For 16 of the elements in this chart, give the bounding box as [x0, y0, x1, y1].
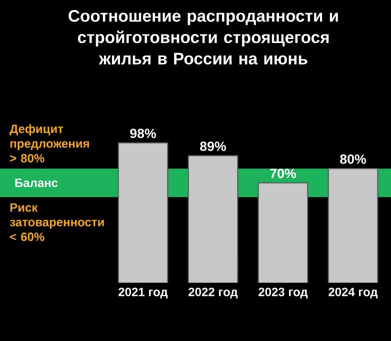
data-label: 80%	[340, 154, 366, 164]
bar	[188, 155, 238, 283]
text: Риск затоваренности < 60%	[10, 203, 104, 242]
data-label: 89%	[200, 142, 226, 151]
text: Дефицит предложения > 80%	[10, 124, 89, 162]
chart-title: Соотношение распроданности и стройготовности строящегося жилья в России на июнь	[68, 10, 338, 65]
data-label: 98%	[130, 128, 156, 138]
bar	[258, 182, 308, 283]
data-label: 70%	[270, 168, 296, 178]
band-label: Баланс	[15, 178, 58, 188]
x-tick-label: 2023 год	[258, 288, 308, 298]
bar	[328, 168, 378, 283]
x-tick-label: 2021 год	[118, 288, 168, 298]
x-tick-label: 2024 год	[328, 288, 378, 298]
bar	[118, 142, 168, 283]
x-tick-label: 2022 год	[188, 288, 238, 298]
